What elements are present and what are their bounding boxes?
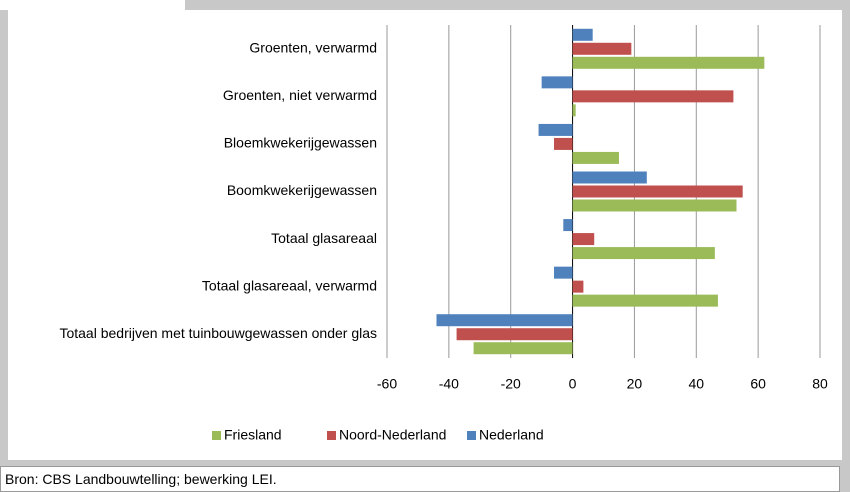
y-tick-label: Groenten, niet verwarmd bbox=[223, 87, 377, 103]
bar bbox=[572, 42, 632, 55]
legend-swatch bbox=[212, 431, 221, 440]
legend-swatch bbox=[327, 431, 336, 440]
x-tick-label: -60 bbox=[377, 376, 397, 392]
x-tick-label: 20 bbox=[627, 376, 643, 392]
chart: -60 -40 -20 0 20 40 60 80 Groenten, verwarmd Groe… bbox=[0, 0, 842, 460]
bar bbox=[436, 314, 573, 327]
x-tick-label: 60 bbox=[750, 376, 766, 392]
bar bbox=[554, 137, 573, 150]
chart-area bbox=[8, 10, 842, 460]
bar bbox=[572, 28, 593, 41]
bar bbox=[572, 280, 584, 293]
x-tick-label: -20 bbox=[501, 376, 521, 392]
bar bbox=[541, 76, 573, 89]
y-tick-label: Totaal bedrijven met tuinbouwgewassen on… bbox=[59, 325, 377, 341]
y-tick-label: Bloemkwekerijgewassen bbox=[224, 135, 377, 151]
bar bbox=[572, 185, 743, 198]
legend-label: Friesland bbox=[224, 427, 282, 443]
x-tick-label: 80 bbox=[812, 376, 828, 392]
bar bbox=[572, 247, 715, 260]
bar bbox=[456, 328, 573, 341]
bar bbox=[572, 90, 734, 103]
x-tick-label: -40 bbox=[439, 376, 459, 392]
legend-label: Nederland bbox=[479, 427, 544, 443]
x-tick-label: 0 bbox=[569, 376, 577, 392]
source-note: Bron: CBS Landbouwtelling; bewerking LEI… bbox=[0, 466, 840, 492]
legend-label: Noord-Nederland bbox=[339, 427, 446, 443]
x-tick-label: 40 bbox=[688, 376, 704, 392]
bar bbox=[572, 294, 718, 307]
bar bbox=[572, 233, 595, 246]
y-tick-label: Totaal glasareaal bbox=[271, 230, 377, 246]
y-tick-label: Totaal glasareaal, verwarmd bbox=[202, 277, 377, 293]
bar bbox=[572, 56, 765, 69]
bar bbox=[538, 123, 573, 136]
bar bbox=[554, 266, 573, 279]
legend-swatch bbox=[467, 431, 476, 440]
y-tick-label: Boomkwekerijgewassen bbox=[227, 182, 377, 198]
bar bbox=[563, 219, 573, 232]
bar bbox=[572, 171, 647, 184]
bar bbox=[572, 104, 576, 117]
bar bbox=[473, 342, 573, 355]
y-tick-label: Groenten, verwarmd bbox=[249, 39, 377, 55]
tab bbox=[0, 0, 185, 10]
bar bbox=[572, 199, 737, 212]
bar bbox=[572, 151, 619, 164]
